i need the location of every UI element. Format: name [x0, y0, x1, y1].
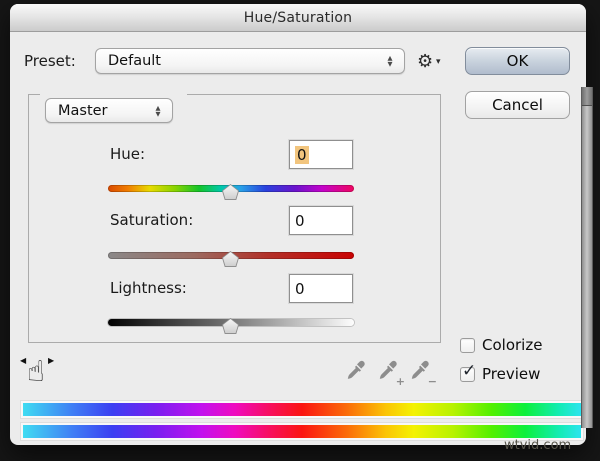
spectrum-bar-before	[21, 401, 583, 418]
gear-icon: ⚙	[417, 51, 434, 72]
arrow-left-icon: ◀	[20, 356, 27, 365]
eyedropper-sample-button[interactable]	[346, 360, 370, 386]
eyedropper-add-button[interactable]: +	[378, 360, 405, 388]
preset-options-button[interactable]: ⚙ ▾	[417, 49, 447, 75]
checkmark-icon: ✓	[462, 360, 477, 381]
eyedropper-subtract-button[interactable]: −	[410, 360, 437, 388]
saturation-label: Saturation:	[110, 211, 194, 229]
spectrum-bar-after	[21, 423, 583, 440]
hue-saturation-dialog: Hue/Saturation Preset: Default ▲ ▼ ⚙ ▾ O…	[10, 4, 586, 445]
preview-label: Preview	[482, 365, 541, 383]
arrow-down-icon: ▼	[387, 60, 393, 68]
hue-input[interactable]: 0	[289, 140, 353, 169]
eyedropper-minus-icon	[411, 360, 429, 379]
pointing-hand-icon: ☝	[27, 354, 45, 388]
ok-button[interactable]: OK	[465, 47, 570, 75]
preview-checkbox[interactable]: ✓	[460, 361, 476, 382]
preview-option: ✓ Preview	[460, 361, 541, 383]
ok-button-label: OK	[506, 52, 529, 70]
adjustment-group-box	[28, 94, 441, 343]
preset-dropdown[interactable]: Default ▲ ▼	[95, 48, 405, 74]
colorize-label: Colorize	[482, 336, 543, 354]
preset-dropdown-value: Default	[108, 53, 161, 69]
lightness-label: Lightness:	[110, 279, 187, 297]
on-image-adjustment-tool-button[interactable]: ◀ ☝ ▶	[20, 350, 60, 392]
saturation-value: 0	[295, 211, 305, 230]
gear-caret-icon: ▾	[436, 57, 441, 67]
page-scrollbar-thumb[interactable]	[582, 87, 592, 106]
cancel-button-label: Cancel	[492, 96, 543, 114]
page-scrollbar[interactable]	[581, 87, 593, 428]
hue-value: 0	[295, 145, 309, 164]
cancel-button[interactable]: Cancel	[465, 91, 570, 119]
saturation-input[interactable]: 0	[289, 206, 353, 235]
lightness-value: 0	[295, 279, 305, 298]
saturation-slider-handle[interactable]	[222, 251, 239, 267]
eyedropper-icon	[347, 360, 365, 379]
group-box-border-gap	[40, 92, 187, 96]
colorize-option: Colorize	[460, 336, 543, 354]
preset-label: Preset:	[24, 52, 76, 70]
eyedropper-plus-icon	[379, 360, 397, 379]
channel-dropdown[interactable]: Master ▲ ▼	[45, 98, 173, 123]
minus-badge: −	[427, 375, 437, 388]
plus-badge: +	[395, 375, 405, 388]
colorize-checkbox[interactable]	[460, 337, 475, 353]
dropdown-arrows-icon: ▲ ▼	[148, 103, 172, 118]
arrow-down-icon: ▼	[155, 109, 161, 118]
dialog-title: Hue/Saturation	[243, 9, 353, 26]
hue-slider-handle[interactable]	[222, 184, 239, 200]
dropdown-arrows-icon: ▲ ▼	[380, 54, 404, 68]
arrow-right-icon: ▶	[48, 356, 55, 365]
arrow-up-icon: ▲	[155, 103, 161, 112]
lightness-input[interactable]: 0	[289, 274, 353, 303]
dialog-titlebar[interactable]: Hue/Saturation	[10, 4, 586, 32]
arrow-up-icon: ▲	[387, 54, 393, 62]
watermark-text: wtvid.com	[504, 438, 572, 453]
lightness-slider-handle[interactable]	[222, 318, 239, 334]
hue-label: Hue:	[110, 145, 146, 163]
channel-dropdown-value: Master	[58, 102, 108, 119]
